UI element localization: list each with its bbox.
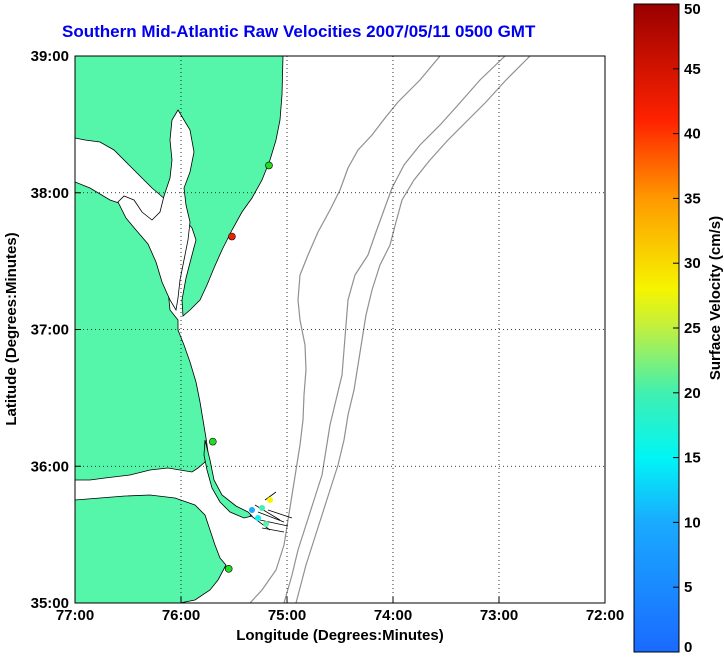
colorbar-tick-label: 50 <box>684 1 701 18</box>
x-axis-label: Longitude (Degrees:Minutes) <box>236 627 444 644</box>
colorbar <box>633 3 680 653</box>
y-tick-label: 37:00 <box>31 322 69 339</box>
colorbar-ticks: 0 5 10 15 20 25 30 35 40 45 50 <box>673 1 701 656</box>
y-tick-label: 35:00 <box>31 595 69 612</box>
colorbar-tick-label: 10 <box>684 514 701 531</box>
bathymetry-contour <box>295 56 531 603</box>
chesapeake-bay <box>117 109 195 312</box>
land-mass <box>75 56 284 481</box>
x-tick-label: 72:00 <box>586 607 624 624</box>
bathymetry-contour <box>249 56 441 603</box>
station-marker <box>224 565 233 573</box>
x-tick-label: 74:00 <box>374 607 412 624</box>
colorbar-tick-label: 35 <box>684 190 701 207</box>
velocity-dots <box>249 497 273 527</box>
x-tick-label: 75:00 <box>268 607 306 624</box>
outer-banks <box>203 439 253 519</box>
y-tick-label: 39:00 <box>31 48 69 65</box>
colorbar-tick-label: 5 <box>684 579 692 596</box>
grid-lines <box>75 56 605 603</box>
y-axis-label: Latitude (Degrees:Minutes) <box>3 232 20 425</box>
colorbar-tick-label: 0 <box>684 639 692 656</box>
y-axis-ticks: 39:00 38:00 37:00 36:00 35:00 <box>31 48 81 612</box>
y-tick-label: 38:00 <box>31 185 69 202</box>
x-axis-ticks: 77:00 76:00 75:00 74:00 73:00 72:00 <box>56 597 624 624</box>
colorbar-tick-label: 45 <box>684 61 701 78</box>
colorbar-tick-label: 20 <box>684 385 701 402</box>
x-tick-label: 76:00 <box>162 607 200 624</box>
y-tick-label: 36:00 <box>31 458 69 475</box>
colorbar-tick-label: 40 <box>684 126 701 143</box>
station-marker <box>209 437 217 446</box>
colorbar-tick-label: 30 <box>684 255 701 272</box>
colorbar-tick-label: 25 <box>684 320 701 337</box>
bathymetry-contour <box>283 56 506 603</box>
x-tick-label: 77:00 <box>56 607 94 624</box>
land-south <box>75 494 227 603</box>
station-marker <box>265 161 273 170</box>
colorbar-label: Surface Velocity (cm/s) <box>707 216 724 380</box>
map-layers <box>75 56 531 603</box>
colorbar-tick-label: 15 <box>684 450 701 467</box>
x-tick-label: 73:00 <box>480 607 518 624</box>
station-marker <box>228 232 236 241</box>
map-title: Southern Mid-Atlantic Raw Velocities 200… <box>62 22 536 41</box>
station-markers <box>209 161 273 573</box>
